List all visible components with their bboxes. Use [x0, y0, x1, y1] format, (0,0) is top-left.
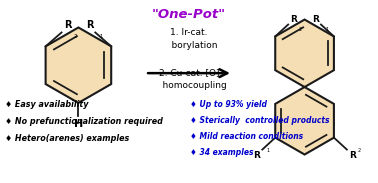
Text: 2. Cu-cat. [O]
    homocoupling: 2. Cu-cat. [O] homocoupling	[151, 68, 227, 90]
Text: R: R	[349, 151, 356, 160]
Text: $^2$: $^2$	[298, 27, 303, 33]
Polygon shape	[275, 87, 334, 154]
Text: ♦ Easy availability: ♦ Easy availability	[5, 100, 88, 109]
Text: ♦ 34 examples: ♦ 34 examples	[190, 148, 254, 157]
Text: R: R	[290, 14, 297, 24]
Text: $^1$: $^1$	[325, 27, 330, 33]
Text: $^2$: $^2$	[357, 147, 361, 154]
Text: $^1$: $^1$	[266, 147, 271, 154]
Text: R: R	[86, 20, 93, 30]
Text: $^1$: $^1$	[99, 33, 104, 42]
Text: "One-Pot": "One-Pot"	[152, 8, 226, 21]
Text: ♦ No prefunctionalization required: ♦ No prefunctionalization required	[5, 117, 163, 126]
Text: R: R	[312, 14, 319, 24]
Polygon shape	[275, 20, 334, 87]
Text: ♦ Sterically  controlled products: ♦ Sterically controlled products	[190, 116, 330, 125]
Text: ♦ Up to 93% yield: ♦ Up to 93% yield	[190, 100, 267, 109]
Text: ♦ Mild reaction conditions: ♦ Mild reaction conditions	[190, 132, 303, 141]
Text: ♦ Hetero(arenes) examples: ♦ Hetero(arenes) examples	[5, 134, 129, 143]
Text: R: R	[65, 20, 72, 30]
Text: 1. Ir-cat.
    borylation: 1. Ir-cat. borylation	[160, 29, 218, 50]
Text: H: H	[74, 119, 83, 129]
Text: $^2$: $^2$	[73, 33, 77, 42]
Text: R: R	[253, 151, 260, 160]
Polygon shape	[46, 27, 111, 103]
